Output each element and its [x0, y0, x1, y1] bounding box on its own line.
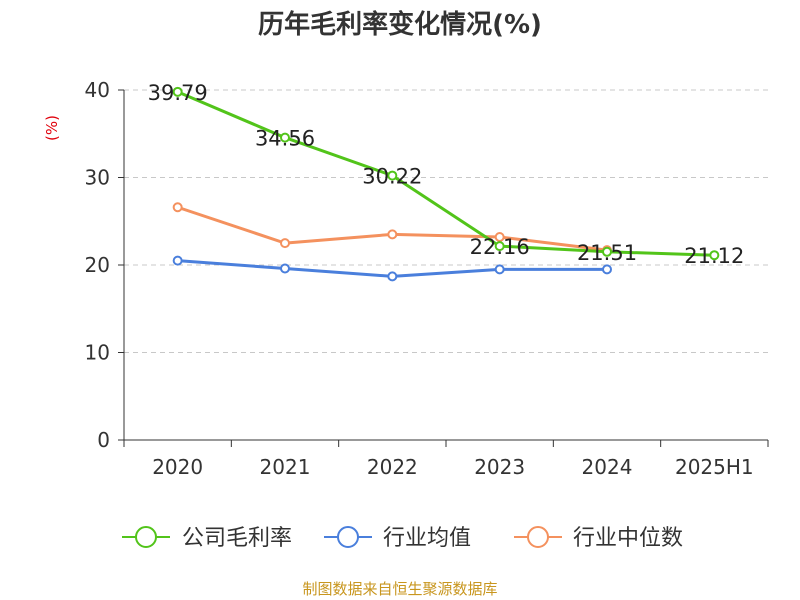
data-point	[602, 246, 612, 257]
x-tick-label: 2025H1	[675, 455, 754, 479]
series-line	[177, 90, 715, 257]
data-point	[280, 238, 290, 249]
x-tick-label: 2023	[474, 455, 525, 479]
data-point	[602, 264, 612, 275]
legend-item[interactable]: 公司毛利率	[122, 526, 292, 551]
x-tick-label: 2022	[367, 455, 418, 479]
data-label: 39.79	[148, 81, 208, 105]
series-lines	[172, 86, 720, 282]
legend-marker	[527, 526, 549, 548]
legend-marker	[337, 526, 359, 548]
y-tick-label: 0	[97, 428, 110, 452]
y-tick-label: 30	[85, 166, 110, 190]
x-tick-label: 2020	[152, 455, 203, 479]
x-tick-label: 2024	[582, 455, 633, 479]
legend: 公司毛利率 行业均值 行业中位数	[122, 526, 683, 551]
legend-label: 公司毛利率	[182, 526, 292, 551]
data-point	[709, 250, 720, 261]
legend-item[interactable]: 行业均值	[324, 526, 471, 551]
data-label: 21.51	[577, 241, 637, 265]
source-footer: 制图数据来自恒生聚源数据库	[302, 580, 498, 598]
y-tick-label: 20	[85, 253, 110, 277]
y-tick-label: 10	[85, 341, 110, 365]
legend-label: 行业均值	[383, 526, 471, 551]
data-point	[280, 132, 290, 143]
data-point	[172, 86, 183, 97]
data-label: 22.16	[470, 235, 530, 259]
data-label: 21.12	[684, 244, 744, 268]
legend-item[interactable]: 行业中位数	[514, 526, 683, 551]
data-point	[172, 202, 183, 213]
data-point	[494, 241, 505, 252]
chart-title: 历年毛利率变化情况(%)	[258, 10, 542, 40]
legend-marker	[135, 526, 157, 548]
data-point	[494, 232, 505, 242]
data-label: 30.22	[362, 165, 422, 189]
data-labels: 39.79 34.56 30.22 22.16 21.51 21.12	[148, 81, 745, 268]
data-point	[387, 271, 398, 282]
data-label: 34.56	[255, 127, 315, 151]
series-line	[177, 205, 608, 252]
legend-label: 行业中位数	[573, 526, 683, 551]
data-point	[172, 255, 183, 266]
y-tick-label: 40	[85, 78, 110, 102]
axes: 0 10 20 30 40 2020 2021 2022 2023 2024 2025H1	[85, 78, 769, 479]
data-point	[280, 263, 290, 274]
x-tick-label: 2021	[260, 455, 311, 479]
data-point	[494, 264, 505, 275]
data-point	[387, 229, 398, 240]
data-point	[387, 170, 398, 181]
